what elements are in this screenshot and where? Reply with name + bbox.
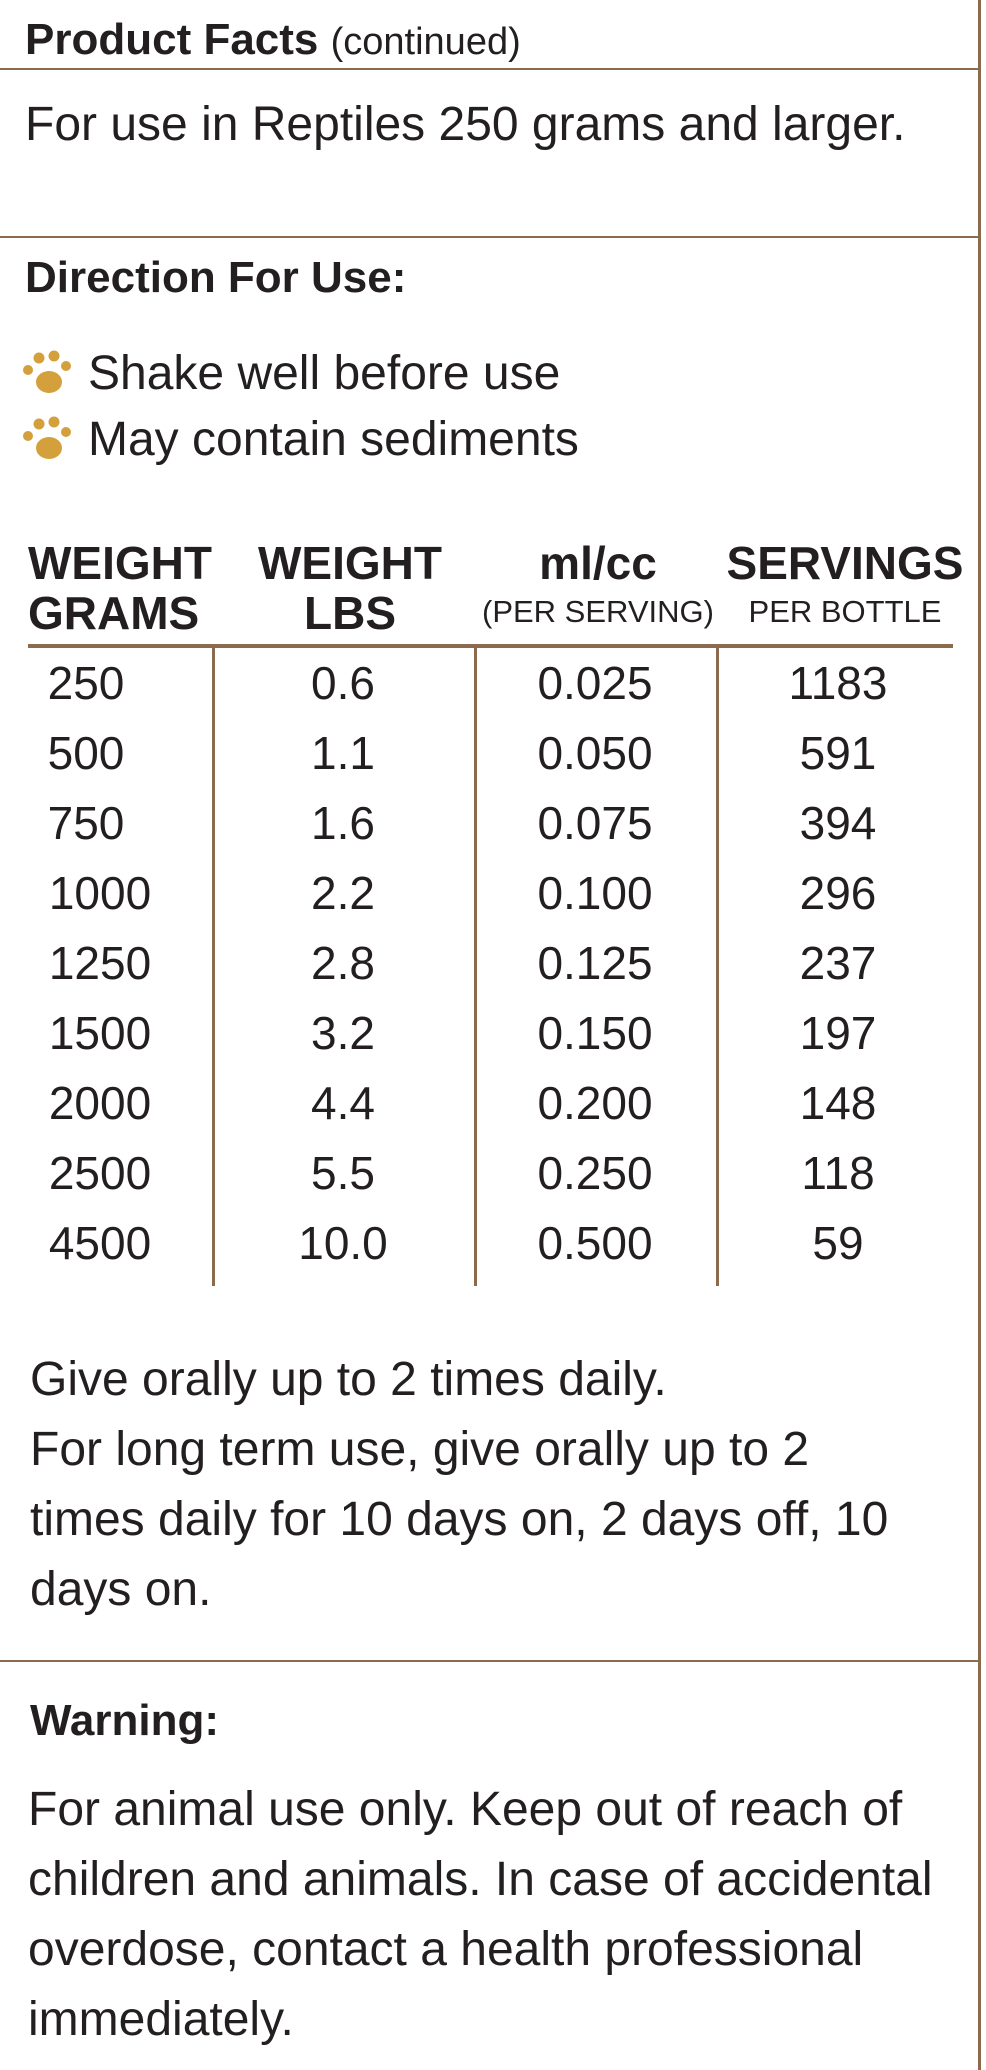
table-row: 250 0.6 0.025 1183 (0, 648, 981, 718)
table-column-divider (212, 648, 215, 1286)
col-subheader-per-serving: (PER SERVING) (482, 594, 714, 629)
col-header-weight-lbs: WEIGHT (258, 537, 442, 589)
table-row: 1250 2.8 0.125 237 (0, 928, 981, 998)
cell-weight-lbs: 1.1 (311, 727, 375, 779)
cell-ml-cc: 0.075 (537, 797, 653, 849)
cell-servings: 1183 (788, 657, 888, 709)
cell-ml-cc: 0.500 (537, 1217, 653, 1269)
dosing-long-term: For long term use, give orally up to 2 t… (30, 1423, 889, 1616)
cell-weight-grams: 500 (47, 727, 125, 779)
cell-ml-cc: 0.150 (537, 1007, 653, 1059)
col-subheader-per-bottle: PER BOTTLE (748, 594, 942, 629)
table-row: 500 1.1 0.050 591 (0, 718, 981, 788)
cell-servings: 118 (801, 1147, 875, 1199)
cell-weight-grams: 1500 (48, 1007, 152, 1059)
warning-heading: Warning: (30, 1696, 219, 1745)
cell-ml-cc: 0.050 (537, 727, 653, 779)
title-text: Product Facts (25, 15, 319, 64)
cell-weight-lbs: 4.4 (311, 1077, 375, 1129)
cell-weight-grams: 250 (47, 657, 125, 709)
cell-servings: 148 (799, 1077, 877, 1129)
cell-weight-lbs: 3.2 (311, 1007, 375, 1059)
table-row: 2500 5.5 0.250 118 (0, 1138, 981, 1208)
cell-servings: 394 (799, 797, 877, 849)
title-suffix: (continued) (330, 21, 521, 63)
cell-ml-cc: 0.200 (537, 1077, 653, 1129)
cell-servings: 296 (799, 867, 877, 919)
warning-text: For animal use only. Keep out of reach o… (28, 1783, 933, 2046)
table-row: 750 1.6 0.075 394 (0, 788, 981, 858)
col-header-servings: SERVINGS (726, 537, 964, 589)
cell-weight-lbs: 0.6 (311, 657, 375, 709)
directions-heading: Direction For Use: (25, 253, 407, 302)
cell-weight-grams: 2000 (48, 1077, 152, 1129)
cell-servings: 591 (799, 727, 877, 779)
cell-weight-grams: 1000 (48, 867, 152, 919)
cell-weight-grams: 2500 (48, 1147, 152, 1199)
intro-text: For use in Reptiles 250 grams and larger… (25, 98, 906, 151)
table-column-divider (474, 648, 477, 1286)
dosing-instructions: Give orally up to 2 times daily. For lon… (30, 1345, 930, 1625)
paw-print-icon (23, 416, 71, 459)
divider-top (0, 68, 978, 70)
cell-weight-lbs: 5.5 (311, 1147, 375, 1199)
cell-weight-lbs: 2.2 (311, 867, 375, 919)
divider-intro (0, 236, 978, 238)
table-row: 4500 10.0 0.500 59 (0, 1208, 981, 1278)
cell-servings: 197 (799, 1007, 877, 1059)
dosing-line: Give orally up to 2 times daily. (30, 1353, 667, 1406)
page-title: Product Facts (continued) (25, 12, 521, 70)
table-row: 2000 4.4 0.200 148 (0, 1068, 981, 1138)
col-subheader-grams: GRAMS (28, 587, 200, 639)
direction-bullet-text: Shake well before use (88, 347, 561, 400)
cell-servings: 59 (812, 1217, 864, 1269)
cell-weight-lbs: 2.8 (311, 937, 375, 989)
direction-bullet-text: May contain sediments (88, 413, 579, 466)
cell-ml-cc: 0.100 (537, 867, 653, 919)
paw-print-icon (23, 350, 71, 393)
direction-bullet: May contain sediments (18, 408, 579, 472)
cell-weight-lbs: 10.0 (298, 1217, 388, 1269)
table-row: 1500 3.2 0.150 197 (0, 998, 981, 1068)
col-header-weight-grams: WEIGHT (28, 537, 212, 589)
divider-warning (0, 1660, 978, 1662)
cell-servings: 237 (799, 937, 877, 989)
table-row: 1000 2.2 0.100 296 (0, 858, 981, 928)
cell-weight-grams: 750 (47, 797, 125, 849)
cell-weight-grams: 4500 (48, 1217, 152, 1269)
cell-ml-cc: 0.025 (537, 657, 653, 709)
table-header-rule (28, 644, 953, 648)
table-column-divider (716, 648, 719, 1286)
cell-ml-cc: 0.250 (537, 1147, 653, 1199)
cell-ml-cc: 0.125 (537, 937, 653, 989)
direction-bullet: Shake well before use (18, 342, 560, 406)
col-header-ml-cc: ml/cc (539, 537, 657, 589)
cell-weight-lbs: 1.6 (311, 797, 375, 849)
cell-weight-grams: 1250 (48, 937, 152, 989)
col-subheader-lbs: LBS (304, 587, 396, 639)
